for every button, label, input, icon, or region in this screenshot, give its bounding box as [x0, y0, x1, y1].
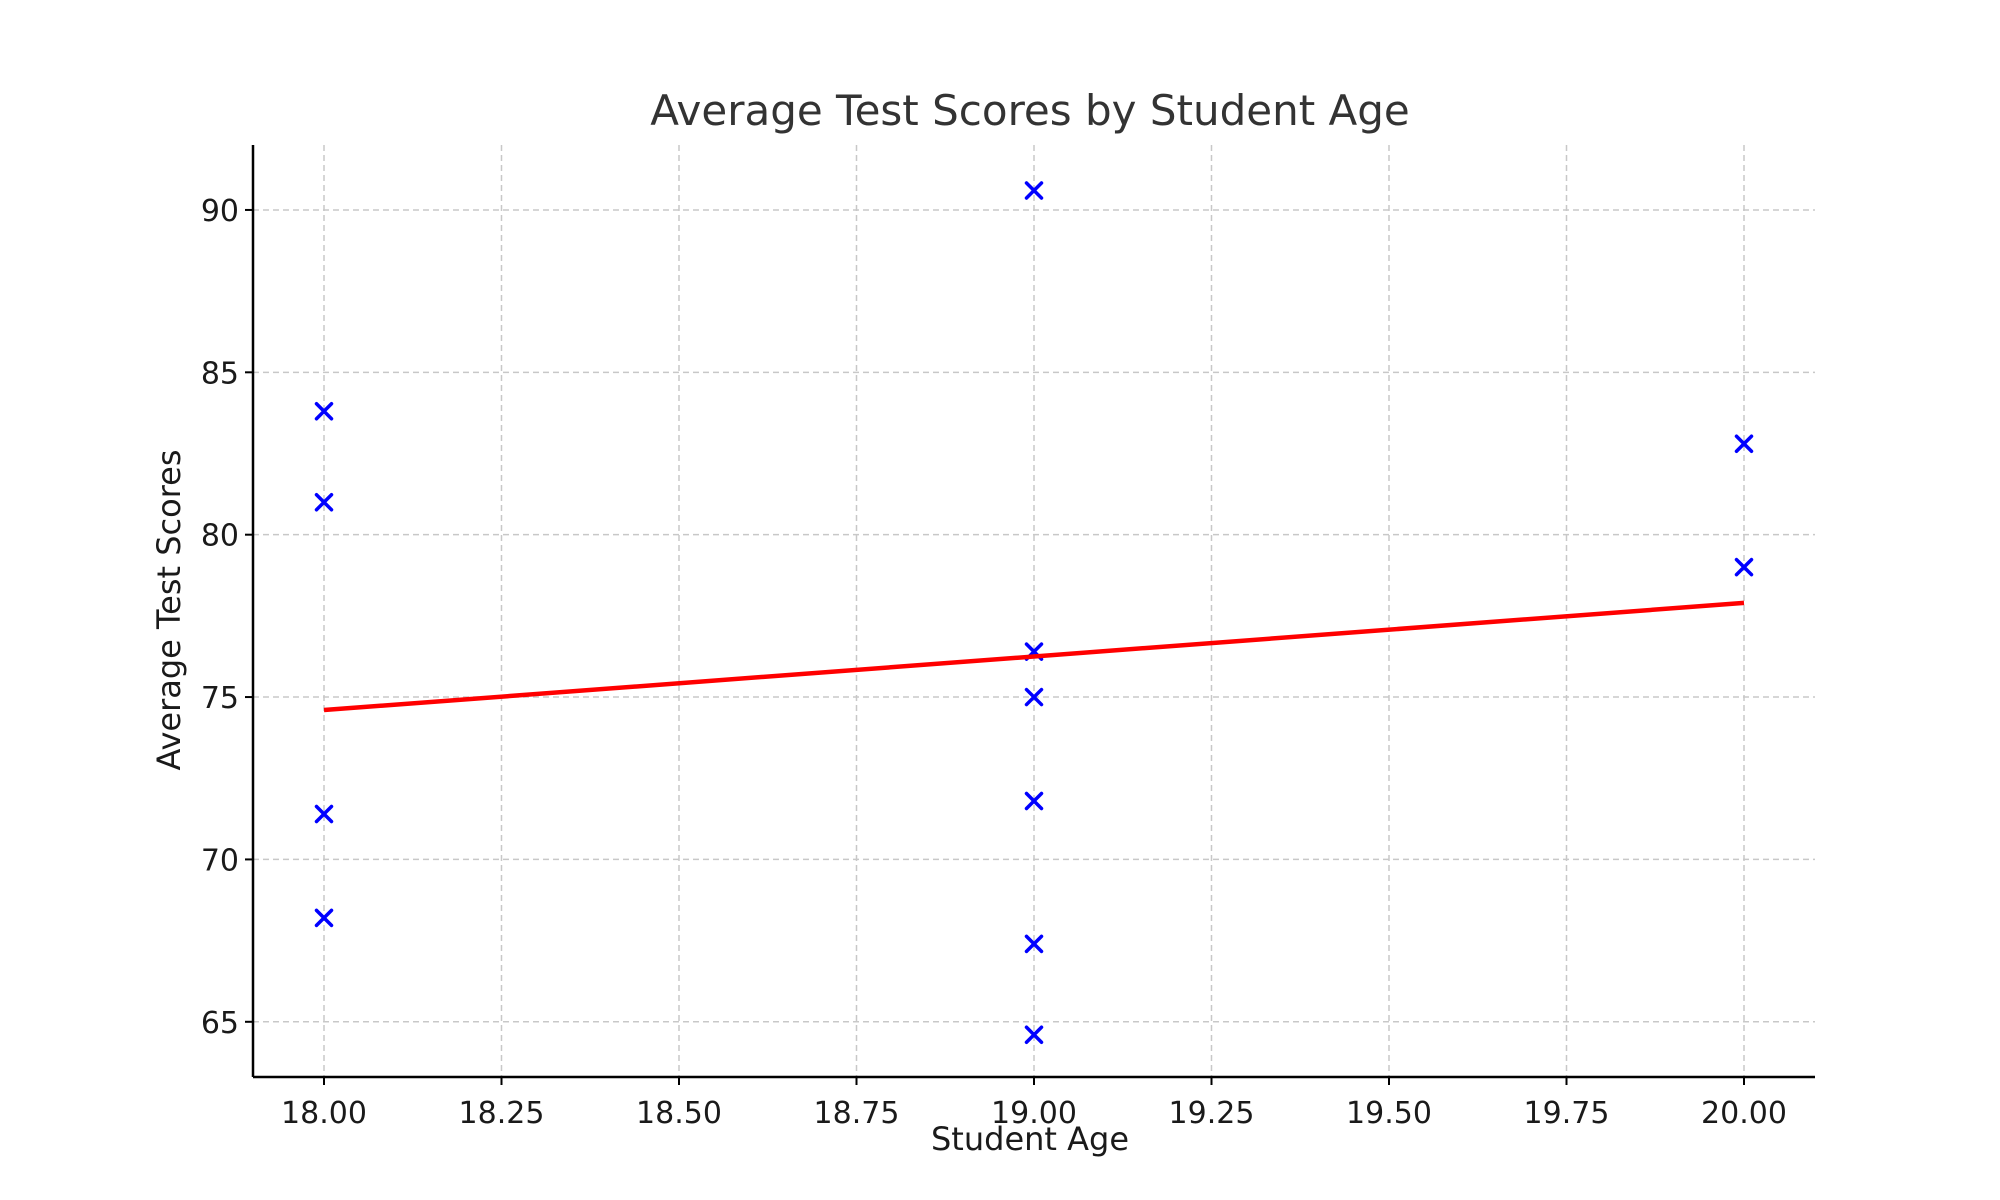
x-tick-label: 18.00: [281, 1096, 367, 1131]
x-tick-label: 18.50: [636, 1096, 722, 1131]
y-tick-label: 75: [201, 681, 239, 716]
data-point-stroke: [1024, 934, 1044, 954]
data-point: [1734, 434, 1754, 454]
data-point: [314, 402, 334, 421]
data-point: [1024, 934, 1044, 954]
data-point-stroke: [1024, 181, 1044, 200]
data-point-stroke: [1734, 557, 1754, 577]
data-point: [1024, 791, 1044, 811]
y-tick-label: 65: [201, 1006, 239, 1041]
data-point-stroke: [1734, 434, 1754, 454]
data-point-stroke: [314, 804, 334, 824]
x-tick-label: 18.75: [814, 1096, 900, 1131]
data-point: [1734, 557, 1754, 577]
y-tick-label: 70: [201, 843, 239, 878]
x-tick-label: 19.00: [991, 1096, 1077, 1131]
data-point: [1024, 1025, 1044, 1045]
y-axis-label: Average Test Scores: [150, 449, 188, 770]
y-tick-label: 90: [201, 194, 239, 229]
grid-lines: [253, 145, 1815, 1077]
data-point-stroke: [314, 402, 334, 421]
y-tick-label: 85: [201, 356, 239, 391]
data-points: [314, 181, 1754, 1045]
x-tick-label: 19.50: [1346, 1096, 1432, 1131]
trend-line-group: [323, 600, 1745, 713]
trend-line: [323, 600, 1745, 713]
data-point-stroke: [314, 908, 334, 928]
data-point-stroke: [314, 492, 334, 512]
axes: [245, 145, 1815, 1085]
data-point: [1024, 687, 1044, 707]
data-point-stroke: [1024, 687, 1044, 707]
x-tick-label: 19.75: [1524, 1096, 1610, 1131]
data-point-stroke: [1024, 791, 1044, 811]
x-axis-label: Student Age: [931, 1120, 1129, 1158]
tick-labels: 18.00 18.25 18.50 18.75 19.00 19.25 19.50 19.75…: [201, 194, 1787, 1131]
data-point-stroke: [1024, 1025, 1044, 1045]
data-point: [314, 492, 334, 512]
data-point: [314, 804, 334, 824]
x-tick-label: 20.00: [1701, 1096, 1787, 1131]
chart-title: Average Test Scores by Student Age: [650, 86, 1410, 135]
data-point: [1024, 181, 1044, 200]
x-tick-label: 19.25: [1169, 1096, 1255, 1131]
data-point: [314, 908, 334, 928]
y-tick-label: 80: [201, 519, 239, 554]
x-tick-label: 18.25: [459, 1096, 545, 1131]
